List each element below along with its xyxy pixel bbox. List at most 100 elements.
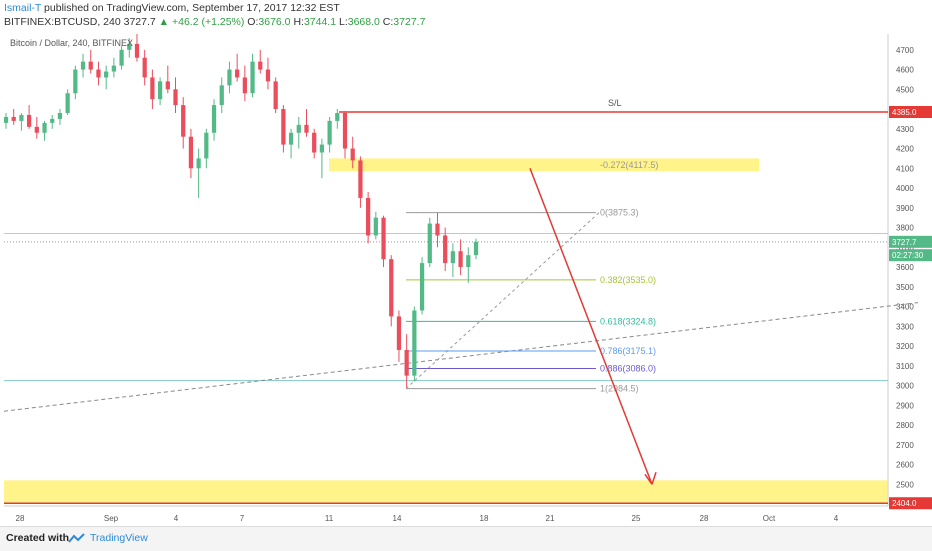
candle-body [304,124,309,133]
annotation-label: -0.272(4117.5) [600,160,658,170]
candle-body [26,114,32,127]
candle-body [435,223,440,236]
y-tick-label: 4200 [896,145,914,154]
price-tag-text: 02:27:30 [892,251,924,260]
annotation-label: 0.786(3175.1) [600,346,656,356]
price-tag-text: 4385.0 [892,108,917,117]
candle-body [173,89,178,106]
open-value: 3676.0 [258,16,291,28]
candle-body [181,105,186,137]
annotation-label: 0.886(3086.0) [600,364,656,374]
fib-diagonal [405,212,600,389]
candle-body [450,251,456,264]
candle-body [157,81,163,100]
y-tick-label: 2900 [896,401,914,410]
target-arrow-line [529,168,653,485]
open-label: O: [247,16,259,28]
annotation-label: 0.618(3324.8) [600,316,656,326]
candle-body [250,61,255,94]
price-tag-box [889,106,932,119]
low-value: 3668.0 [347,16,380,28]
x-tick-label: 7 [240,514,245,523]
candle-body [19,114,24,121]
y-tick-label: 2500 [896,480,914,489]
candle-body [119,49,124,66]
candle-body [50,118,55,123]
author-link[interactable]: Ismail-T [4,2,42,14]
target-arrow-head [644,472,657,485]
y-tick-label: 2800 [896,421,914,430]
y-tick-label: 4300 [896,125,914,134]
zone-upper-zone [329,158,759,172]
tradingview-brand[interactable]: TradingView [90,532,148,544]
x-tick-label: 21 [546,514,555,523]
y-tick-label: 3300 [896,322,914,331]
annotation-label: 0.382(3535.0) [600,275,656,285]
candle-body [235,69,240,78]
candle-body [11,116,16,121]
price-tag-text: 2404.0 [892,499,917,508]
candle-body [281,109,286,145]
x-tick-label: 28 [700,514,709,523]
candle-body [127,43,132,50]
candle-body [427,223,432,264]
x-tick-label: Oct [763,514,776,523]
y-tick-label: 4700 [896,46,914,55]
publish-info: published on TradingView.com, September … [41,2,340,14]
y-tick-label: 3400 [896,303,914,312]
x-tick-label: 4 [174,514,179,523]
candle-body [296,124,301,133]
candle-body [80,61,86,70]
last-price: 3727.7 [123,16,156,28]
chart-area[interactable]: 2500 2600 2700 2800 2900 3000 3100 3200 3300 3400… [4,34,932,526]
candle-body [443,235,448,264]
candle-body [288,132,294,145]
tradingview-logo-icon [68,533,85,543]
candle-body [381,217,386,260]
high-label: H: [293,16,304,28]
y-tick-label: 4000 [896,184,914,193]
candle-body [258,61,263,70]
candle-body [73,69,78,94]
footer-bar: Created with TradingView [0,526,932,551]
candle-body [211,105,217,133]
created-with-label: Created with [6,532,70,544]
candle-body [396,316,402,350]
candle-body [335,112,340,121]
candle-body [134,43,140,58]
annotation-label: S/L [608,98,622,108]
price-tag-box [889,497,932,510]
candle-body [350,148,355,161]
candle-body [219,85,224,106]
y-tick-label: 4500 [896,85,914,94]
high-value: 3744.1 [303,16,337,28]
candle-body [327,120,332,145]
price-tag-text: 3727.7 [892,238,917,247]
price-change: ▲ +46.2 (+1.25%) [158,16,245,28]
price-tag-box [889,235,932,248]
y-tick-label: 3100 [896,362,914,371]
x-tick-label: 14 [393,514,402,523]
candle-body [273,81,278,110]
candle-body [4,116,9,123]
chart-title: Bitcoin / Dollar, 240, BITFINEX [10,38,133,48]
y-tick-label: 3200 [896,342,914,351]
candle-body [366,197,371,236]
candle-body [473,241,479,256]
candle-body [34,126,39,133]
price-chart[interactable]: 2500 2600 2700 2800 2900 3000 3100 3200 3300 3400… [4,34,932,526]
candle-body [88,61,93,70]
candle-body [65,93,70,113]
low-label: L: [338,16,348,28]
publish-line: Ismail-T published on TradingView.com, S… [4,2,340,14]
candle-body [373,217,378,236]
y-tick-label: 3900 [896,204,914,213]
candle-body [458,251,463,268]
candle-body [319,144,325,153]
x-tick-label: 11 [325,514,334,523]
y-tick-label: 2600 [896,461,914,470]
candle-body [242,77,247,94]
candle-body [419,263,425,311]
y-tick-label: 3500 [896,283,914,292]
zone-lower-zone [4,480,888,504]
